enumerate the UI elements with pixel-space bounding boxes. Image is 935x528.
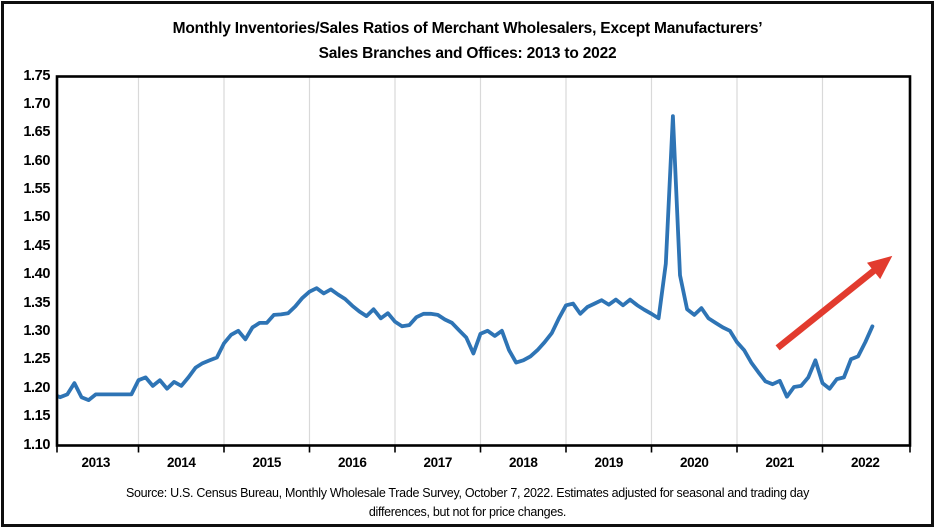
y-axis-tick-label: 1.25 bbox=[23, 351, 50, 368]
x-axis-year-label: 2021 bbox=[765, 455, 795, 470]
x-axis-year-label: 2013 bbox=[81, 455, 111, 470]
y-axis-tick-label: 1.40 bbox=[23, 266, 50, 283]
source-note-line1: Source: U.S. Census Bureau, Monthly Whol… bbox=[125, 486, 810, 500]
plot-border bbox=[55, 75, 912, 447]
y-axis-tick-label: 1.55 bbox=[23, 181, 50, 198]
x-axis-year-label: 2017 bbox=[423, 455, 453, 470]
y-axis-tick-label: 1.15 bbox=[23, 408, 50, 425]
y-axis-tick-label: 1.75 bbox=[23, 67, 50, 84]
y-axis-tick-label: 1.65 bbox=[23, 124, 50, 141]
y-axis-tick-label: 1.10 bbox=[23, 436, 50, 453]
y-axis-tick-label: 1.70 bbox=[23, 95, 50, 112]
trend-arrow-shaft bbox=[775, 265, 880, 351]
y-axis-tick-label: 1.30 bbox=[23, 322, 50, 339]
x-axis-year-label: 2018 bbox=[509, 455, 538, 470]
x-axis-year-label: 2015 bbox=[252, 455, 282, 470]
chart-title-line1: Monthly Inventories/Sales Ratios of Merc… bbox=[172, 20, 763, 37]
x-axis-year-label: 2020 bbox=[680, 455, 709, 470]
x-axis-year-label: 2016 bbox=[338, 455, 367, 470]
source-note-line2: differences, but not for price changes. bbox=[368, 505, 567, 519]
y-axis-tick-label: 1.20 bbox=[23, 379, 50, 396]
y-axis-tick-label: 1.60 bbox=[23, 152, 50, 169]
x-axis-year-label: 2022 bbox=[851, 455, 880, 470]
chart-title-line2: Sales Branches and Offices: 2013 to 2022 bbox=[318, 45, 617, 62]
x-axis-year-label: 2019 bbox=[594, 455, 624, 470]
x-axis-year-label: 2014 bbox=[167, 455, 196, 470]
inventories-sales-ratio-line bbox=[57, 114, 875, 403]
y-axis-tick-label: 1.50 bbox=[23, 209, 50, 226]
y-axis-tick-label: 1.45 bbox=[23, 237, 50, 254]
trend-arrow-head-icon bbox=[867, 255, 893, 280]
y-axis-tick-label: 1.35 bbox=[23, 294, 50, 311]
